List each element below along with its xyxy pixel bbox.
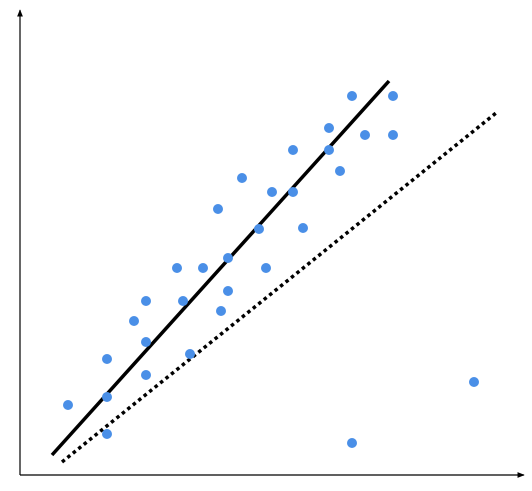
data-point — [223, 253, 233, 263]
data-point — [254, 224, 264, 234]
data-point — [141, 296, 151, 306]
data-point — [185, 349, 195, 359]
data-point — [178, 296, 188, 306]
dotted-line — [60, 111, 498, 464]
data-point — [172, 263, 182, 273]
data-point — [223, 286, 233, 296]
data-point — [388, 130, 398, 140]
data-point — [102, 392, 112, 402]
data-point — [102, 354, 112, 364]
data-point — [298, 223, 308, 233]
data-point — [63, 400, 73, 410]
data-point — [324, 145, 334, 155]
data-point — [213, 204, 223, 214]
data-point — [216, 306, 226, 316]
data-point — [102, 429, 112, 439]
data-point — [198, 263, 208, 273]
data-point — [141, 337, 151, 347]
data-point — [347, 438, 357, 448]
data-point — [360, 130, 370, 140]
data-point — [469, 377, 479, 387]
data-point — [129, 316, 139, 326]
data-point — [347, 91, 357, 101]
data-point — [335, 166, 345, 176]
data-point — [324, 123, 334, 133]
data-point — [141, 370, 151, 380]
data-point — [237, 173, 247, 183]
data-point — [288, 187, 298, 197]
data-point — [288, 145, 298, 155]
data-point — [267, 187, 277, 197]
data-point — [261, 263, 271, 273]
data-point — [388, 91, 398, 101]
